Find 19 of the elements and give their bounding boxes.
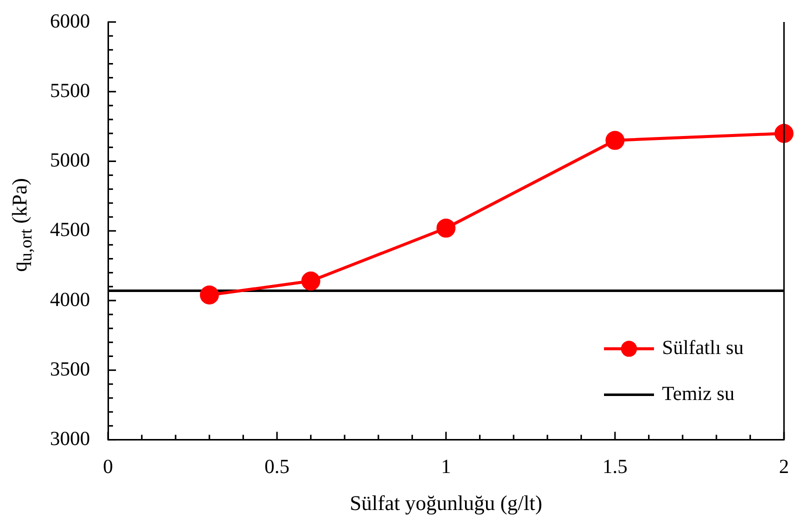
point	[606, 130, 624, 150]
point	[301, 272, 320, 291]
point	[436, 218, 456, 238]
y-tick-label: 5000	[50, 150, 90, 172]
x-tick-label: 1.5	[602, 456, 628, 478]
legend-label: Sülfatlı su	[662, 337, 744, 360]
y-tick-label: 3000	[50, 428, 90, 450]
y-tick-label: 4000	[50, 288, 90, 311]
y-tick-label: 5500	[50, 80, 90, 102]
y-tick-label: 6000	[50, 10, 90, 32]
legend-label: Temiz su	[662, 383, 734, 406]
x-tick-label: 0.5	[264, 456, 290, 478]
point	[200, 285, 219, 304]
x-tick-label: 1	[441, 456, 451, 478]
x-tick-label: 2	[779, 456, 789, 478]
y-tick-label: 3500	[50, 358, 90, 380]
y-tick-label: 4500	[50, 219, 90, 242]
x-tick-label: 0	[103, 456, 113, 478]
x-axis-title: Sülfat yoğunluğu (g/lt)	[350, 490, 542, 515]
